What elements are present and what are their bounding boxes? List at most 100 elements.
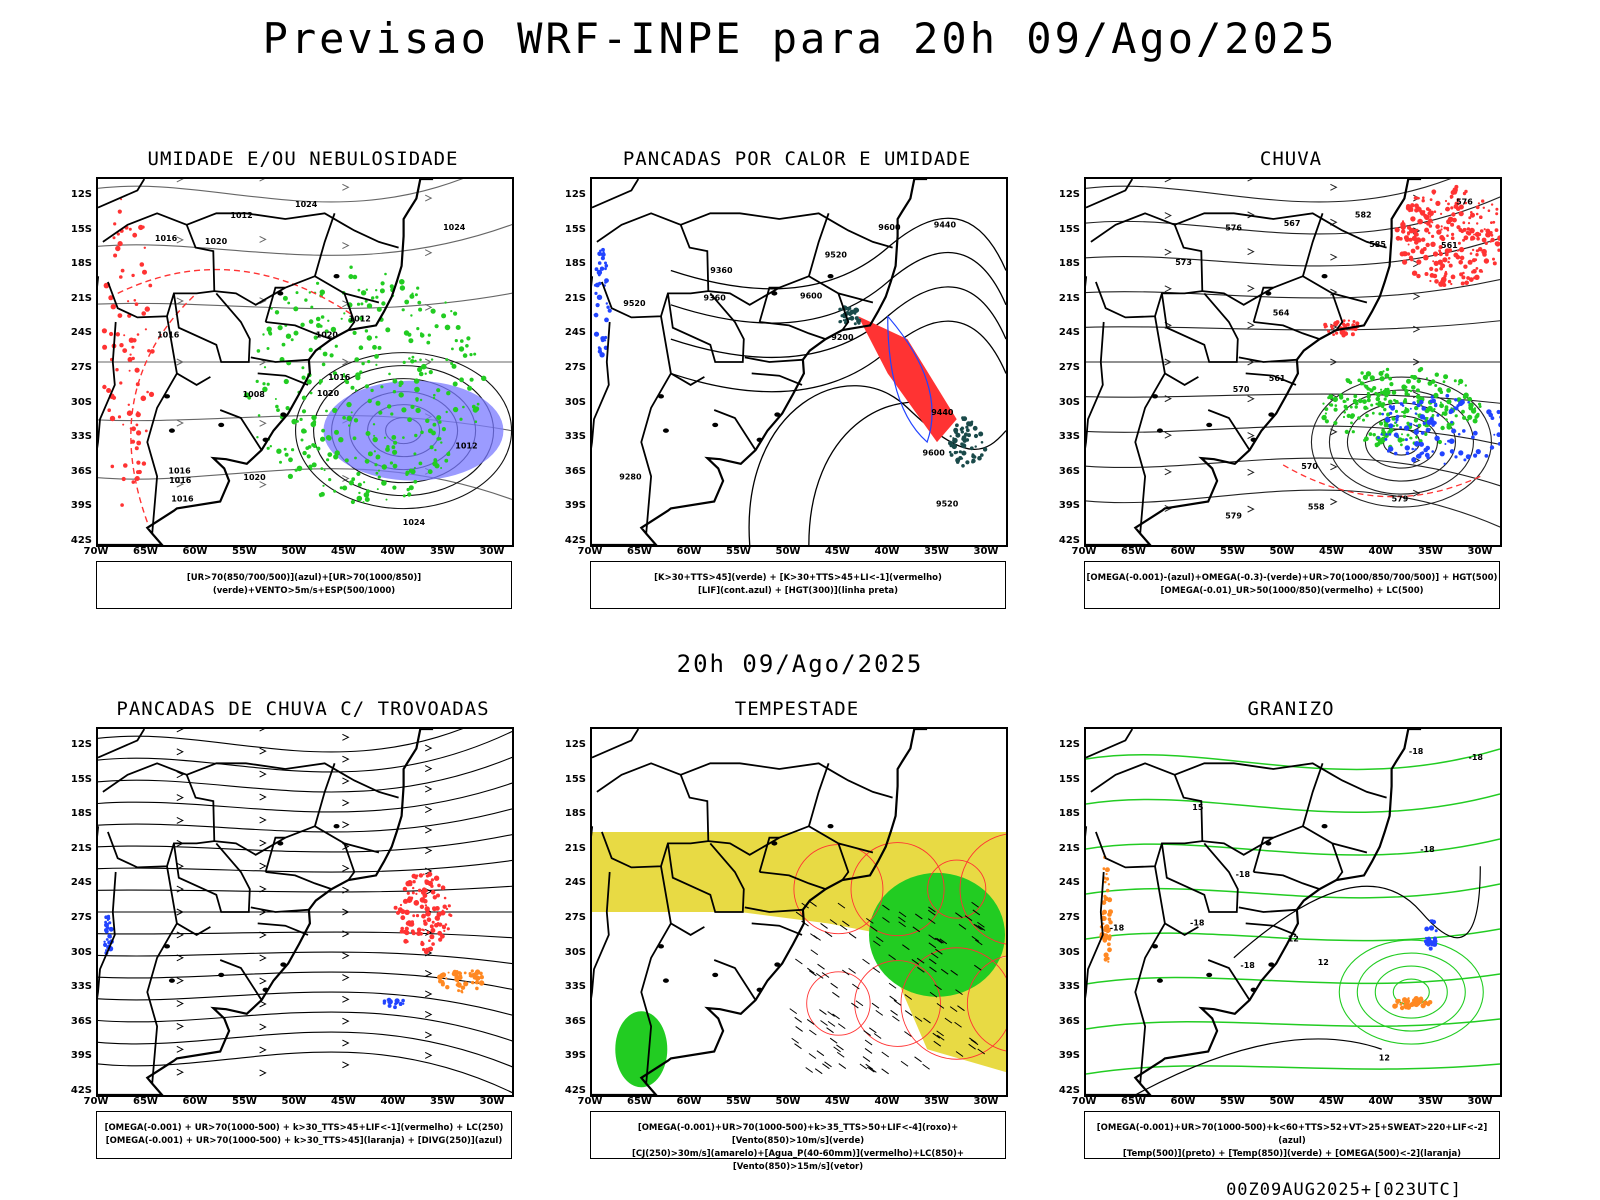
border-line xyxy=(751,922,803,936)
rain-green-area xyxy=(1394,409,1399,413)
contour-label: 9280 xyxy=(619,473,642,482)
wind-green-vector xyxy=(398,383,402,388)
hgt500-line xyxy=(1086,489,1500,528)
rain-red-area xyxy=(1450,236,1455,240)
lc250-streamline-arrow xyxy=(424,744,433,752)
rain-blue-area xyxy=(1444,443,1447,445)
lat-tick-label: 12S xyxy=(564,189,586,200)
lc250-streamline-arrow xyxy=(259,747,267,755)
omega-orange-area xyxy=(1404,998,1411,1004)
rain-red-area xyxy=(1423,254,1429,261)
legend-line: [K>30+TTS>45](verde) + [K>30+TTS>45+LI<-… xyxy=(654,573,942,583)
rain-red-area xyxy=(1456,198,1460,202)
rain-red-area xyxy=(1479,215,1483,219)
instability-teal-area xyxy=(950,443,953,446)
instability-teal-area xyxy=(854,307,860,313)
storm-red-area xyxy=(412,880,416,884)
lat-tick-label: 42S xyxy=(70,535,92,546)
wind-green-vector xyxy=(327,452,333,457)
contour-label: 1012 xyxy=(455,442,477,451)
panel-legend: [OMEGA(-0.001)+UR>70(1000-500)+k>35_TTS>… xyxy=(590,1111,1006,1172)
rain-green-area xyxy=(1417,423,1422,428)
border-line xyxy=(596,762,710,869)
storm-red-area xyxy=(440,933,445,939)
rain-green-area xyxy=(1366,394,1371,399)
wind-vector xyxy=(972,909,981,916)
border-line xyxy=(1331,843,1344,881)
border-line xyxy=(1161,292,1239,363)
storm-red-area xyxy=(443,896,447,900)
wind-green-vector xyxy=(364,497,370,502)
wind-green-vector xyxy=(354,389,358,392)
lon-tick-label: 65W xyxy=(1121,546,1146,557)
storm-orange-area xyxy=(463,981,469,987)
wind-vector xyxy=(794,1016,802,1023)
rain-green-area xyxy=(1354,405,1358,409)
isobar-line-arrow xyxy=(176,297,184,305)
wind-green-vector xyxy=(320,436,326,442)
lat-tick-label: 33S xyxy=(70,981,92,993)
lif-blue-line xyxy=(601,247,605,252)
isobar-line-arrow xyxy=(424,194,433,202)
border-line xyxy=(1086,871,1105,999)
wind-green-vector xyxy=(432,422,437,427)
wind-green-vector xyxy=(275,404,279,409)
hgt500-line-arrow xyxy=(1412,325,1421,333)
wind-green-vector xyxy=(418,307,423,312)
storm-orange-area xyxy=(460,985,466,990)
wind-green-vector xyxy=(356,471,361,476)
wind-green-vector xyxy=(451,347,454,351)
wind-green-vector xyxy=(262,386,268,392)
wind-vector xyxy=(970,1039,979,1046)
wind-vector xyxy=(971,935,980,942)
storm-orange-area xyxy=(470,969,474,973)
wind-green-vector xyxy=(301,395,307,401)
border-line xyxy=(343,293,356,331)
wind-green-vector xyxy=(381,480,387,486)
instability-teal-area xyxy=(838,320,842,324)
wind-vector xyxy=(904,1031,912,1037)
rain-red-area xyxy=(1450,206,1454,210)
lat-tick-label: 42S xyxy=(1058,1085,1080,1096)
wind-green-vector xyxy=(329,353,334,358)
thickness-red-dash xyxy=(141,311,146,316)
lon-tick-label: 35W xyxy=(1418,546,1443,557)
lon-tick-label: 40W xyxy=(380,1096,406,1107)
rain-green-area xyxy=(1391,416,1396,421)
lake-mark xyxy=(168,978,175,983)
storm-orange-area xyxy=(460,989,463,993)
wind-green-vector xyxy=(262,382,266,386)
temp850-green-line xyxy=(1086,883,1500,899)
border-line xyxy=(680,212,893,249)
border-line xyxy=(166,866,211,936)
rain-red-area xyxy=(1472,269,1477,274)
rain-red-area xyxy=(1484,241,1488,245)
wind-green-vector xyxy=(277,325,283,331)
rain-red-area xyxy=(1445,226,1450,231)
lat-tick-label: 42S xyxy=(564,535,586,546)
run-timestamp: 00Z09AUG2025+[023UTC] xyxy=(1226,1180,1462,1200)
instability-teal-area xyxy=(842,319,845,322)
lc250-streamline xyxy=(98,756,512,793)
rain-blue-area xyxy=(1457,432,1461,436)
wind-vector xyxy=(817,963,825,970)
lc250-streamline-arrow xyxy=(259,793,267,801)
wind-green-vector xyxy=(334,429,339,435)
wind-green-vector xyxy=(354,357,360,362)
rain-green-area xyxy=(1372,433,1376,437)
rain-blue-area xyxy=(1405,451,1410,456)
contour-label: 9600 xyxy=(923,449,946,458)
wind-green-vector xyxy=(308,347,313,353)
storm-orange-area xyxy=(447,971,450,974)
lake-mark xyxy=(774,412,781,417)
rain-red-area xyxy=(1483,258,1490,264)
rain-red-area xyxy=(1452,217,1457,223)
lc250-streamline-arrow xyxy=(259,954,267,962)
lif-blue-line xyxy=(887,315,933,444)
lat-tick-label: 36S xyxy=(564,465,586,477)
lat-tick-label: 30S xyxy=(70,946,92,958)
lon-tick-label: 35W xyxy=(1418,1096,1443,1107)
contour-label: -18 xyxy=(1469,753,1484,762)
wind-vector xyxy=(839,924,848,931)
rain-green-area xyxy=(1346,397,1350,401)
